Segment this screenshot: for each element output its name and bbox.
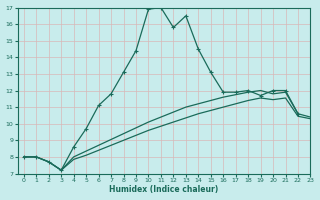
X-axis label: Humidex (Indice chaleur): Humidex (Indice chaleur) [109, 185, 219, 194]
